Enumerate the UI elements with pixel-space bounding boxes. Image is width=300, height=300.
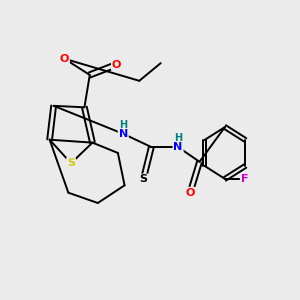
Text: N: N bbox=[173, 142, 183, 152]
Text: F: F bbox=[241, 174, 248, 184]
Text: N: N bbox=[118, 129, 128, 139]
Text: H: H bbox=[119, 120, 127, 130]
Text: S: S bbox=[67, 158, 75, 168]
Text: O: O bbox=[185, 188, 195, 198]
Text: S: S bbox=[139, 174, 147, 184]
Text: H: H bbox=[174, 133, 182, 143]
Text: O: O bbox=[60, 54, 69, 64]
Text: O: O bbox=[112, 60, 121, 70]
